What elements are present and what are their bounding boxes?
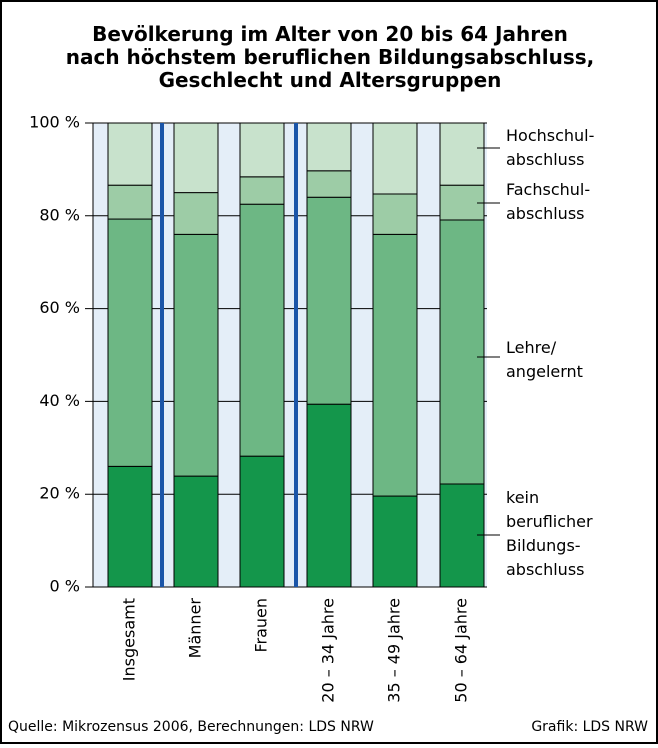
x-tick-label: 50 – 64 Jahre bbox=[452, 598, 471, 703]
bar-segment bbox=[173, 192, 219, 235]
bar-segment bbox=[306, 196, 352, 405]
bar-segment bbox=[173, 122, 219, 194]
bar-segment bbox=[372, 122, 418, 195]
bar-segment bbox=[439, 122, 485, 186]
bar-segment bbox=[107, 218, 153, 467]
legend-label: Hochschul-abschluss bbox=[506, 126, 594, 169]
credit: Grafik: LDS NRW bbox=[531, 719, 648, 735]
chart-title: Bevölkerung im Alter von 20 bis 64 Jahre… bbox=[66, 22, 595, 92]
x-tick-label: Männer bbox=[186, 598, 205, 659]
y-tick-label: 80 % bbox=[39, 205, 80, 224]
bar-segment bbox=[107, 122, 153, 186]
y-tick-label: 20 % bbox=[39, 484, 80, 503]
y-tick-label: 100 % bbox=[29, 113, 80, 132]
bar-segment bbox=[239, 455, 285, 588]
bar-segment bbox=[372, 495, 418, 588]
bar-segment bbox=[107, 465, 153, 588]
bar-segment bbox=[239, 176, 285, 205]
x-tick-label: 20 – 34 Jahre bbox=[319, 598, 338, 703]
bar-segment bbox=[239, 122, 285, 178]
bar-segment bbox=[239, 203, 285, 457]
y-tick-label: 40 % bbox=[39, 391, 80, 410]
bar-segment bbox=[439, 219, 485, 485]
plot-background bbox=[93, 123, 487, 587]
x-tick-label: Frauen bbox=[252, 598, 271, 653]
legend-label: Lehre/angelernt bbox=[506, 338, 583, 381]
legend-label: kein beruflicher Bildungs-abschluss bbox=[506, 488, 593, 579]
source: Quelle: Mikrozensus 2006, Berechnungen: … bbox=[8, 719, 374, 735]
y-tick-label: 60 % bbox=[39, 298, 80, 317]
bar-segment bbox=[372, 193, 418, 235]
x-tick-label: 35 – 49 Jahre bbox=[385, 598, 404, 703]
bar-segment bbox=[306, 122, 352, 172]
bar-segment bbox=[306, 403, 352, 588]
bar-segment bbox=[173, 475, 219, 588]
x-tick-label: Insgesamt bbox=[120, 598, 139, 681]
bar-segment bbox=[372, 233, 418, 497]
bar-segment bbox=[107, 184, 153, 220]
bar-segment bbox=[173, 233, 219, 477]
legend-label: Fachschul-abschluss bbox=[506, 180, 590, 223]
bar-segment bbox=[306, 170, 352, 198]
y-tick-label: 0 % bbox=[50, 577, 80, 596]
